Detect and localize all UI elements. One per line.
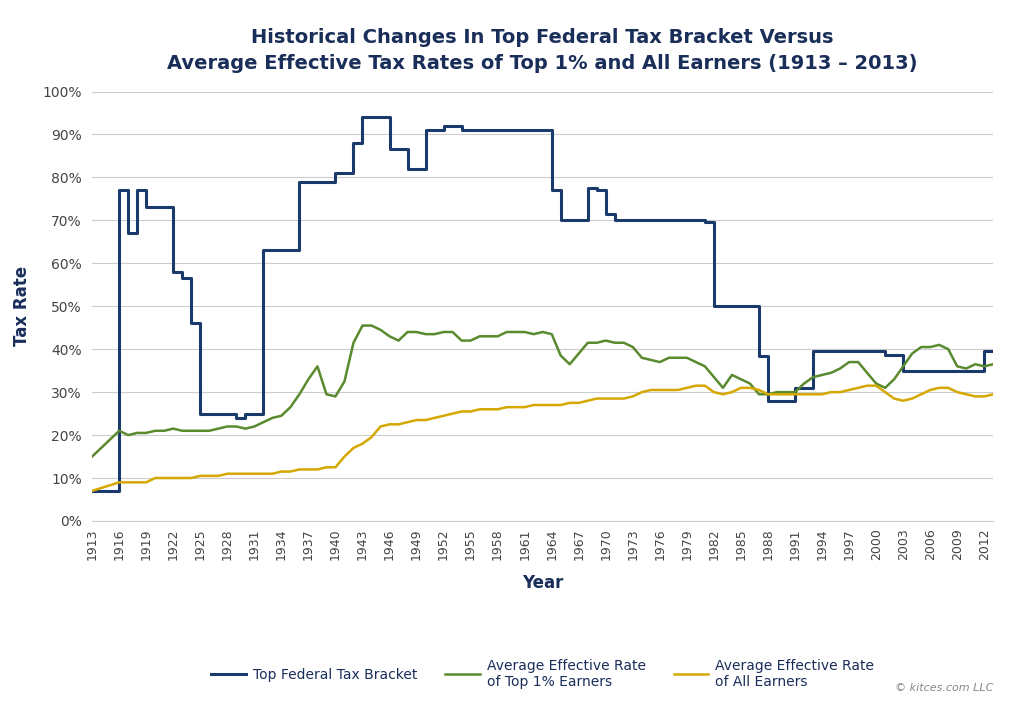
Legend: Top Federal Tax Bracket, Average Effective Rate
of Top 1% Earners, Average Effec: Top Federal Tax Bracket, Average Effecti… <box>206 653 880 694</box>
Y-axis label: Tax Rate: Tax Rate <box>13 266 31 346</box>
Title: Historical Changes In Top Federal Tax Bracket Versus
Average Effective Tax Rates: Historical Changes In Top Federal Tax Br… <box>168 27 918 73</box>
X-axis label: Year: Year <box>522 574 563 592</box>
Text: © kitces.com LLC: © kitces.com LLC <box>895 684 993 693</box>
